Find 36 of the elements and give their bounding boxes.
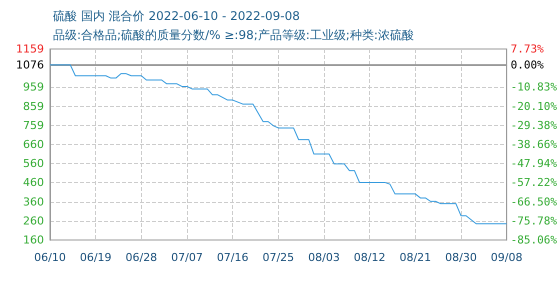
y2-tick-label: -85.06% [510, 234, 558, 246]
x-tick-label: 07/07 [171, 251, 203, 264]
x-tick-label: 07/25 [262, 251, 294, 264]
y2-tick-label: -29.38% [510, 118, 558, 132]
x-tick-label: 06/10 [34, 251, 66, 264]
x-tick-label: 08/03 [308, 251, 340, 264]
x-tick-label: 08/12 [354, 251, 386, 264]
y2-tick-label: -47.94% [510, 157, 558, 170]
y-tick-label: 360 [23, 195, 44, 208]
y-tick-label: 660 [23, 138, 44, 151]
y-tick-label: 1159 [16, 42, 44, 56]
y-tick-label: 260 [23, 214, 44, 228]
y2-tick-label: -38.66% [510, 138, 558, 151]
y2-tick-label: -75.78% [510, 214, 558, 228]
y-tick-label: 160 [23, 234, 44, 246]
y2-tick-label: -10.83% [510, 80, 558, 94]
chart-title: 硫酸 国内 混合价 2022-06-10 - 2022-09-08 [53, 9, 300, 23]
y2-tick-label: 0.00% [510, 58, 544, 72]
y-tick-label: 1076 [16, 58, 44, 72]
x-tick-label: 08/30 [445, 251, 477, 264]
x-tick-label: 06/28 [125, 251, 158, 264]
y-tick-label: 959 [23, 80, 44, 94]
y2-tick-label: -57.22% [510, 176, 558, 190]
y-tick-label: 460 [23, 176, 44, 190]
y-tick-label: 759 [23, 118, 44, 132]
y-tick-label: 859 [23, 100, 44, 113]
y2-tick-label: -66.50% [510, 195, 558, 208]
y2-tick-label: -20.10% [510, 100, 558, 113]
y2-tick-label: 7.73% [510, 42, 544, 56]
line-series [50, 64, 508, 224]
chart-subtitle: 品级:合格品;硫酸的质量分数/% ≥:98;产品等级:工业级;种类:浓硫酸 [53, 28, 414, 42]
x-tick-label: 06/19 [80, 251, 112, 264]
x-tick-label: 09/08 [490, 251, 522, 264]
x-tick-label: 07/16 [216, 251, 249, 264]
y-tick-label: 560 [23, 157, 44, 170]
x-tick-label: 08/21 [399, 251, 432, 264]
